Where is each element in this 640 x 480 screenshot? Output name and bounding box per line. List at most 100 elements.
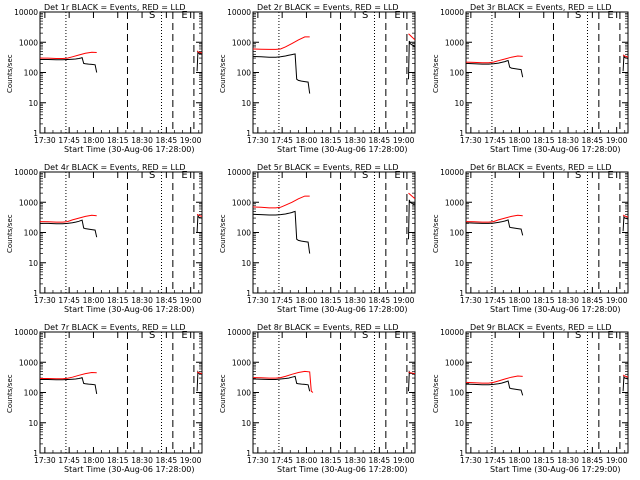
y-tick-label: 1000: [445, 38, 464, 47]
events-series-line: [408, 370, 415, 392]
x-tick-label: 18:45: [156, 296, 178, 305]
x-tick-label: 17:45: [484, 456, 506, 465]
x-tick-label: 19:00: [606, 456, 628, 465]
x-tick-label: 18:30: [131, 456, 153, 465]
x-tick-label: 18:45: [369, 456, 391, 465]
end-marker-label: E: [607, 330, 613, 341]
y-tick-label: 100: [24, 389, 39, 398]
y-tick-label: 1000: [445, 358, 464, 367]
lld-series-line: [466, 55, 523, 64]
events-series-line: [40, 219, 98, 238]
panel-plot-svg: 1 10 100 1000 10000 17:30 17:45 18:00 18:15 18:30…: [227, 328, 416, 465]
end-marker-label: E: [394, 170, 400, 181]
events-series-line: [466, 219, 524, 236]
y-tick-label: 1: [33, 289, 38, 298]
x-tick-label: 17:30: [460, 296, 482, 305]
y-axis-title: Counts/sec: [6, 53, 14, 93]
x-tick-label: 19:00: [393, 136, 415, 145]
y-tick-label: 1000: [19, 38, 38, 47]
panel-plot-svg: 1 10 100 1000 10000 17:30 17:45 18:00 18:15 18:30…: [440, 328, 629, 465]
x-tick-label: 18:30: [131, 136, 153, 145]
plot-frame: [465, 331, 629, 454]
y-tick-label: 100: [450, 389, 465, 398]
y-axis-title: Counts/sec: [6, 213, 14, 253]
x-axis-title: Start Time (30-Aug-06 17:29:00): [490, 465, 621, 474]
x-tick-label: 18:15: [533, 296, 555, 305]
y-tick-label: 1: [246, 449, 251, 458]
lld-series-line: [622, 374, 628, 378]
plot-frame: [252, 331, 416, 454]
y-tick-label: 1: [459, 289, 464, 298]
x-tick-label: 18:30: [131, 296, 153, 305]
start-marker-label: S: [575, 10, 581, 21]
lld-series-line: [196, 50, 202, 54]
x-tick-label: 17:30: [34, 456, 56, 465]
events-series-line: [253, 375, 311, 392]
x-tick-label: 18:45: [156, 136, 178, 145]
y-tick-label: 10000: [440, 8, 464, 17]
x-axis-title: Start Time (30-Aug-06 17:28:00): [64, 145, 195, 154]
y-tick-label: 1000: [19, 358, 38, 367]
panel-plot-svg: 1 10 100 1000 10000 17:30 17:45 18:00 18:15 18:30…: [227, 168, 416, 305]
y-tick-label: 1: [459, 449, 464, 458]
y-tick-label: 100: [24, 69, 39, 78]
lld-series-line: [408, 33, 415, 41]
panel-title: Det 2r BLACK = Events, RED = LLD: [257, 3, 399, 12]
events-series-line: [408, 199, 415, 240]
x-tick-label: 17:45: [58, 456, 80, 465]
y-axis-title: Counts/sec: [432, 213, 440, 253]
x-axis-title: Start Time (30-Aug-06 17:28:00): [277, 305, 408, 314]
y-tick-label: 10000: [440, 328, 464, 337]
y-tick-label: 10000: [14, 168, 38, 177]
panel-plot-svg: 1 10 100 1000 10000 17:30 17:45 18:00 18:15 18:30…: [227, 8, 416, 145]
x-tick-label: 18:15: [320, 456, 342, 465]
panel-plot-svg: 1 10 100 1000 10000 17:30 17:45 18:00 18:15 18:30…: [440, 8, 629, 145]
detector-panel-5: 1 10 100 1000 10000 17:30 17:45 18:00 18:15 18:30…: [213, 160, 426, 320]
plot-frame: [252, 171, 416, 294]
panel-title: Det 6r BLACK = Events, RED = LLD: [470, 163, 612, 172]
x-tick-label: 18:15: [533, 456, 555, 465]
x-tick-label: 19:00: [393, 296, 415, 305]
plot-frame: [252, 11, 416, 134]
y-tick-label: 1000: [232, 38, 251, 47]
y-tick-label: 10000: [14, 8, 38, 17]
y-tick-label: 10: [454, 259, 464, 268]
lld-series-line: [253, 370, 314, 393]
x-tick-label: 18:00: [509, 296, 531, 305]
end-marker-label: E: [607, 170, 613, 181]
lld-series-line: [40, 214, 97, 223]
lld-series-line: [466, 375, 523, 384]
y-axis-title: Counts/sec: [432, 373, 440, 413]
events-series-line: [253, 210, 311, 254]
y-tick-label: 10: [241, 99, 251, 108]
x-tick-label: 18:15: [320, 296, 342, 305]
y-tick-label: 10: [28, 99, 38, 108]
events-series-line: [622, 375, 628, 392]
y-tick-label: 10000: [14, 328, 38, 337]
end-marker-label: E: [181, 330, 187, 341]
x-tick-label: 18:00: [83, 136, 105, 145]
lld-series-line: [40, 51, 97, 59]
x-tick-label: 17:45: [58, 296, 80, 305]
y-tick-label: 10: [454, 419, 464, 428]
x-tick-label: 17:45: [271, 136, 293, 145]
lld-series-line: [196, 371, 202, 375]
y-tick-label: 1000: [19, 198, 38, 207]
x-tick-label: 18:00: [296, 456, 318, 465]
end-marker-label: E: [394, 330, 400, 341]
panel-title: Det 3r BLACK = Events, RED = LLD: [470, 3, 612, 12]
y-tick-label: 10: [28, 259, 38, 268]
events-series-line: [408, 40, 415, 80]
lld-series-line: [40, 371, 97, 380]
panel-title: Det 5r BLACK = Events, RED = LLD: [257, 163, 399, 172]
y-tick-label: 1: [459, 129, 464, 138]
x-tick-label: 17:45: [271, 296, 293, 305]
x-tick-label: 17:45: [484, 136, 506, 145]
x-tick-label: 17:45: [484, 296, 506, 305]
x-tick-label: 18:45: [582, 296, 604, 305]
detector-panel-4: 1 10 100 1000 10000 17:30 17:45 18:00 18:15 18:30…: [0, 160, 213, 320]
x-tick-label: 18:45: [369, 136, 391, 145]
lld-series-line: [622, 214, 628, 218]
x-tick-label: 17:30: [34, 296, 56, 305]
panel-title: Det 8r BLACK = Events, RED = LLD: [257, 323, 399, 332]
